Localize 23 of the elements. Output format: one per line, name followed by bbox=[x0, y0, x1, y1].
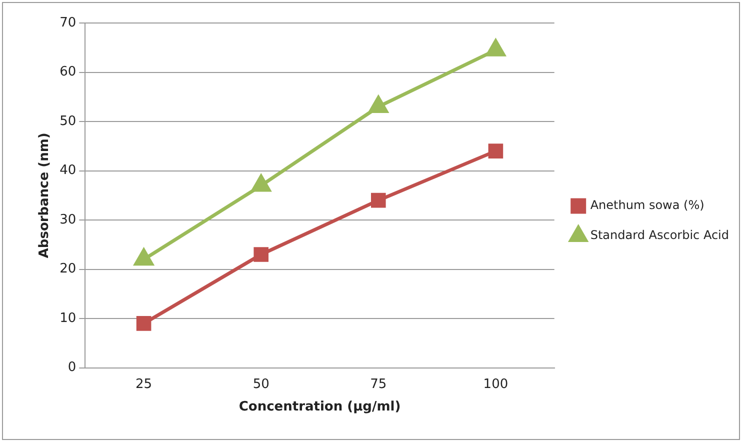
x-tick-label: 25 bbox=[136, 376, 152, 392]
y-tick-label: 50 bbox=[60, 114, 76, 129]
y-tick-label: 20 bbox=[60, 262, 76, 277]
y-tick-label: 30 bbox=[60, 212, 76, 228]
y-tick-label: 40 bbox=[60, 163, 76, 178]
legend-label: Anethum sowa (%) bbox=[590, 198, 704, 212]
point bbox=[136, 316, 152, 331]
x-tick-label: 100 bbox=[483, 376, 508, 392]
legend-label: Standard Ascorbic Acid bbox=[590, 228, 730, 242]
point bbox=[368, 96, 388, 113]
x-tick-label: 50 bbox=[252, 376, 270, 392]
point bbox=[252, 174, 271, 192]
y-tick-label: 70 bbox=[60, 15, 76, 30]
point bbox=[370, 192, 386, 208]
point bbox=[254, 247, 268, 262]
x-axis-title: Concentration (µg/ml) bbox=[238, 400, 401, 415]
y-tick-label: 0 bbox=[68, 360, 76, 376]
x-tick-label: 75 bbox=[370, 376, 387, 392]
y-axis-title: Absorbance (nm) bbox=[37, 132, 52, 258]
y-tick-label: 10 bbox=[60, 310, 76, 326]
point bbox=[486, 39, 506, 56]
point bbox=[488, 144, 504, 158]
y-tick-label: 60 bbox=[60, 64, 76, 80]
